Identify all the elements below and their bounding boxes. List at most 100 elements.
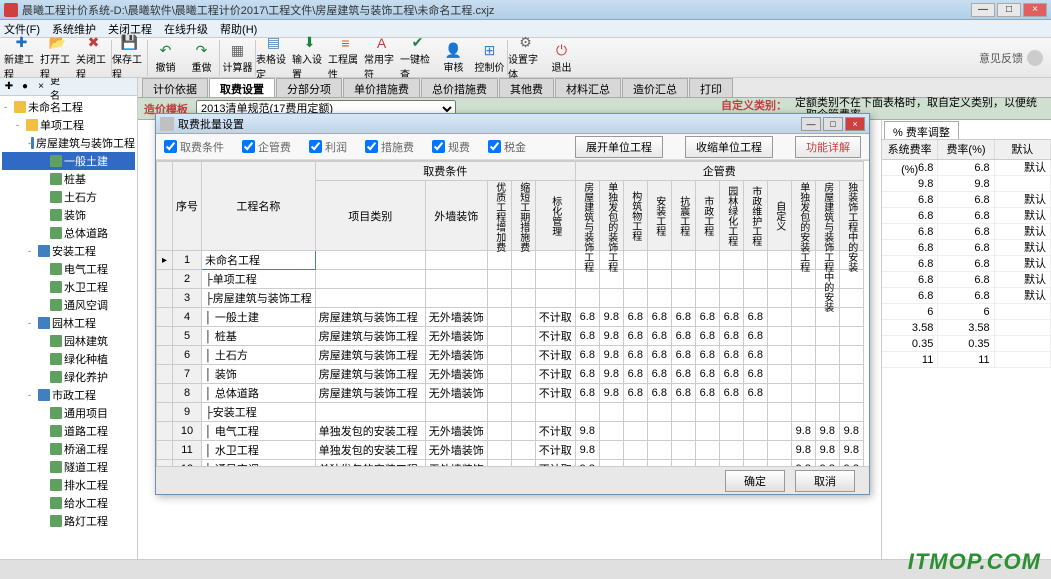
dialog-minimize-button[interactable]: — — [801, 117, 821, 131]
tree-item[interactable]: -安装工程 — [2, 242, 135, 260]
rate-row[interactable]: 3.583.58 — [882, 320, 1051, 336]
check-税金[interactable]: 税金 — [488, 139, 526, 155]
toolbar-新建工程[interactable]: ✚新建工程 — [4, 40, 40, 76]
rate-tab[interactable]: % 费率调整 — [884, 121, 959, 139]
toolbar-控制价[interactable]: ⊞控制价 — [472, 40, 508, 76]
project-tree: -未命名工程-单项工程-房屋建筑与装饰工程一般土建桩基土石方装饰总体道路-安装工… — [0, 96, 137, 532]
menu-item[interactable]: 在线升级 — [164, 21, 208, 37]
grid-row[interactable]: 9├安装工程 — [157, 403, 864, 422]
toolbar-表格设定[interactable]: ▤表格设定 — [256, 40, 292, 76]
tree-item[interactable]: -市政工程 — [2, 386, 135, 404]
tree-item[interactable]: -园林工程 — [2, 314, 135, 332]
tree-item[interactable]: 路灯工程 — [2, 512, 135, 530]
main-tab[interactable]: 其他费 — [499, 78, 554, 97]
collapse-button[interactable]: 收缩单位工程 — [685, 136, 773, 158]
main-tab[interactable]: 取费设置 — [209, 78, 275, 97]
tree-item[interactable]: 通用项目 — [2, 404, 135, 422]
tree-tool[interactable]: 更名 — [50, 80, 64, 94]
rate-row[interactable]: 6.86.8默认 — [882, 256, 1051, 272]
tree-item[interactable]: -单项工程 — [2, 116, 135, 134]
close-button[interactable]: × — [1023, 3, 1047, 17]
tree-item[interactable]: 排水工程 — [2, 476, 135, 494]
grid-row[interactable]: ▸1未命名工程 — [157, 251, 864, 270]
check-企管费[interactable]: 企管费 — [242, 139, 291, 155]
menu-item[interactable]: 帮助(H) — [220, 21, 257, 37]
rate-row[interactable]: 0.350.35 — [882, 336, 1051, 352]
grid-row[interactable]: 5│ 桩基房屋建筑与装饰工程无外墙装饰不计取6.89.86.86.86.86.8… — [157, 327, 864, 346]
tree-item[interactable]: 隧道工程 — [2, 458, 135, 476]
rate-row[interactable]: 6.86.8默认 — [882, 160, 1051, 176]
toolbar-工程属性[interactable]: ≡工程属性 — [328, 40, 364, 76]
tree-item[interactable]: 道路工程 — [2, 422, 135, 440]
toolbar-输入设置[interactable]: ⬇输入设置 — [292, 40, 328, 76]
expand-button[interactable]: 展开单位工程 — [575, 136, 663, 158]
rate-row[interactable]: 6.86.8默认 — [882, 240, 1051, 256]
toolbar-常用字符[interactable]: A常用字符 — [364, 40, 400, 76]
rate-row[interactable]: 6.86.8默认 — [882, 272, 1051, 288]
check-规费[interactable]: 规费 — [432, 139, 470, 155]
toolbar-打开工程[interactable]: 📂打开工程 — [40, 40, 76, 76]
tree-item[interactable]: 水卫工程 — [2, 278, 135, 296]
check-措施费[interactable]: 措施费 — [365, 139, 414, 155]
cancel-button[interactable]: 取消 — [795, 470, 855, 492]
grid-row[interactable]: 6│ 土石方房屋建筑与装饰工程无外墙装饰不计取6.89.86.86.86.86.… — [157, 346, 864, 365]
toolbar-退出[interactable]: ⏻退出 — [544, 40, 580, 76]
rate-row[interactable]: 66 — [882, 304, 1051, 320]
toolbar-计算器[interactable]: ▦计算器 — [220, 40, 256, 76]
tree-item[interactable]: 绿化养护 — [2, 368, 135, 386]
main-tab[interactable]: 单价措施费 — [343, 78, 420, 97]
tree-item[interactable]: 总体道路 — [2, 224, 135, 242]
rate-row[interactable]: 6.86.8默认 — [882, 224, 1051, 240]
toolbar-一键检查[interactable]: ✔一键检查 — [400, 40, 436, 76]
main-tab[interactable]: 总价措施费 — [421, 78, 498, 97]
minimize-button[interactable]: — — [971, 3, 995, 17]
node-icon — [38, 245, 50, 257]
toolbar-重做[interactable]: ↷重做 — [184, 40, 220, 76]
toolbar-撤销[interactable]: ↶撤销 — [148, 40, 184, 76]
tree-item[interactable]: -房屋建筑与装饰工程 — [2, 134, 135, 152]
grid-row[interactable]: 3├房屋建筑与装饰工程 — [157, 289, 864, 308]
tree-item[interactable]: 桥涵工程 — [2, 440, 135, 458]
tree-item[interactable]: 园林建筑 — [2, 332, 135, 350]
grid-row[interactable]: 2├单项工程 — [157, 270, 864, 289]
grid-row[interactable]: 4│ 一般土建房屋建筑与装饰工程无外墙装饰不计取6.89.86.86.86.86… — [157, 308, 864, 327]
grid-row[interactable]: 11│ 水卫工程单独发包的安装工程无外墙装饰不计取9.89.89.89.8 — [157, 441, 864, 460]
tree-item[interactable]: 绿化种植 — [2, 350, 135, 368]
toolbar-保存工程[interactable]: 💾保存工程 — [112, 40, 148, 76]
grid-row[interactable]: 7│ 装饰房屋建筑与装饰工程无外墙装饰不计取6.89.86.86.86.86.8… — [157, 365, 864, 384]
check-利润[interactable]: 利润 — [309, 139, 347, 155]
ok-button[interactable]: 确定 — [725, 470, 785, 492]
main-tab[interactable]: 造价汇总 — [622, 78, 688, 97]
tree-item[interactable]: 装饰 — [2, 206, 135, 224]
tree-tool[interactable]: ● — [18, 80, 32, 94]
check-取费条件[interactable]: 取费条件 — [164, 139, 224, 155]
tree-item[interactable]: 给水工程 — [2, 494, 135, 512]
rate-row[interactable]: 6.86.8默认 — [882, 192, 1051, 208]
toolbar-关闭工程[interactable]: ✖关闭工程 — [76, 40, 112, 76]
tree-item[interactable]: 土石方 — [2, 188, 135, 206]
toolbar-设置字体[interactable]: ⚙设置字体 — [508, 40, 544, 76]
grid-row[interactable]: 8│ 总体道路房屋建筑与装饰工程无外墙装饰不计取6.89.86.86.86.86… — [157, 384, 864, 403]
tree-item[interactable]: 通风空调 — [2, 296, 135, 314]
feedback-link[interactable]: 意见反馈 — [979, 50, 1043, 66]
rate-row[interactable]: 6.86.8默认 — [882, 288, 1051, 304]
tree-item[interactable]: -未命名工程 — [2, 98, 135, 116]
tree-tool[interactable]: ✚ — [2, 80, 16, 94]
dialog-maximize-button[interactable]: □ — [823, 117, 843, 131]
tree-item[interactable]: 一般土建 — [2, 152, 135, 170]
main-tab[interactable]: 分部分项 — [276, 78, 342, 97]
maximize-button[interactable]: □ — [997, 3, 1021, 17]
tree-item[interactable]: 桩基 — [2, 170, 135, 188]
detail-button[interactable]: 功能详解 — [795, 136, 861, 158]
toolbar-审核[interactable]: 👤审核 — [436, 40, 472, 76]
main-tab[interactable]: 材料汇总 — [555, 78, 621, 97]
dialog-close-button[interactable]: × — [845, 117, 865, 131]
main-tab[interactable]: 计价依据 — [142, 78, 208, 97]
grid-row[interactable]: 10│ 电气工程单独发包的安装工程无外墙装饰不计取9.89.89.89.8 — [157, 422, 864, 441]
rate-row[interactable]: 9.89.8 — [882, 176, 1051, 192]
main-tab[interactable]: 打印 — [689, 78, 733, 97]
tree-tool[interactable]: × — [34, 80, 48, 94]
tree-item[interactable]: 电气工程 — [2, 260, 135, 278]
rate-row[interactable]: 1111 — [882, 352, 1051, 368]
rate-row[interactable]: 6.86.8默认 — [882, 208, 1051, 224]
